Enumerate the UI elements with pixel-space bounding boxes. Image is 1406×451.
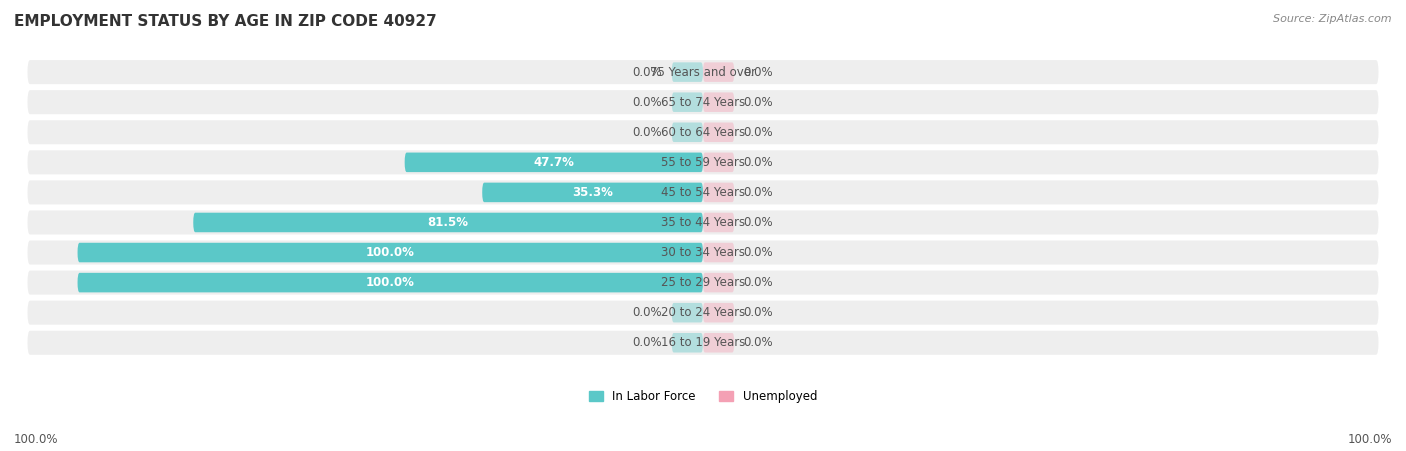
Text: 0.0%: 0.0% [744,276,773,289]
FancyBboxPatch shape [672,62,703,82]
Legend: In Labor Force, Unemployed: In Labor Force, Unemployed [583,386,823,408]
Text: 100.0%: 100.0% [1347,433,1392,446]
FancyBboxPatch shape [703,152,734,172]
Text: 16 to 19 Years: 16 to 19 Years [661,336,745,349]
Text: 0.0%: 0.0% [633,336,662,349]
FancyBboxPatch shape [703,123,734,142]
Text: 0.0%: 0.0% [633,126,662,139]
Text: 0.0%: 0.0% [633,66,662,78]
FancyBboxPatch shape [193,213,703,232]
FancyBboxPatch shape [703,213,734,232]
Text: 0.0%: 0.0% [633,306,662,319]
Text: 0.0%: 0.0% [744,246,773,259]
FancyBboxPatch shape [28,180,1378,204]
FancyBboxPatch shape [482,183,703,202]
FancyBboxPatch shape [77,243,703,262]
FancyBboxPatch shape [28,60,1378,84]
FancyBboxPatch shape [28,331,1378,355]
FancyBboxPatch shape [28,301,1378,325]
Text: Source: ZipAtlas.com: Source: ZipAtlas.com [1274,14,1392,23]
Text: 0.0%: 0.0% [744,96,773,109]
Text: 65 to 74 Years: 65 to 74 Years [661,96,745,109]
Text: 0.0%: 0.0% [744,66,773,78]
FancyBboxPatch shape [28,271,1378,295]
FancyBboxPatch shape [28,150,1378,175]
Text: 100.0%: 100.0% [366,276,415,289]
Text: 20 to 24 Years: 20 to 24 Years [661,306,745,319]
FancyBboxPatch shape [28,90,1378,114]
Text: 100.0%: 100.0% [14,433,59,446]
FancyBboxPatch shape [703,303,734,322]
Text: 0.0%: 0.0% [744,156,773,169]
Text: 100.0%: 100.0% [366,246,415,259]
Text: 0.0%: 0.0% [744,186,773,199]
FancyBboxPatch shape [703,333,734,353]
FancyBboxPatch shape [672,333,703,353]
Text: 75 Years and over: 75 Years and over [650,66,756,78]
Text: 60 to 64 Years: 60 to 64 Years [661,126,745,139]
FancyBboxPatch shape [672,92,703,112]
FancyBboxPatch shape [28,240,1378,265]
Text: 35.3%: 35.3% [572,186,613,199]
FancyBboxPatch shape [703,62,734,82]
Text: 0.0%: 0.0% [744,216,773,229]
FancyBboxPatch shape [28,211,1378,235]
FancyBboxPatch shape [672,303,703,322]
FancyBboxPatch shape [703,273,734,292]
Text: 0.0%: 0.0% [744,126,773,139]
FancyBboxPatch shape [77,273,703,292]
Text: EMPLOYMENT STATUS BY AGE IN ZIP CODE 40927: EMPLOYMENT STATUS BY AGE IN ZIP CODE 409… [14,14,437,28]
Text: 25 to 29 Years: 25 to 29 Years [661,276,745,289]
Text: 45 to 54 Years: 45 to 54 Years [661,186,745,199]
Text: 0.0%: 0.0% [633,96,662,109]
Text: 30 to 34 Years: 30 to 34 Years [661,246,745,259]
Text: 55 to 59 Years: 55 to 59 Years [661,156,745,169]
FancyBboxPatch shape [28,120,1378,144]
Text: 35 to 44 Years: 35 to 44 Years [661,216,745,229]
FancyBboxPatch shape [405,152,703,172]
FancyBboxPatch shape [703,92,734,112]
Text: 0.0%: 0.0% [744,336,773,349]
FancyBboxPatch shape [703,183,734,202]
Text: 0.0%: 0.0% [744,306,773,319]
Text: 81.5%: 81.5% [427,216,468,229]
FancyBboxPatch shape [703,243,734,262]
FancyBboxPatch shape [672,123,703,142]
Text: 47.7%: 47.7% [533,156,574,169]
